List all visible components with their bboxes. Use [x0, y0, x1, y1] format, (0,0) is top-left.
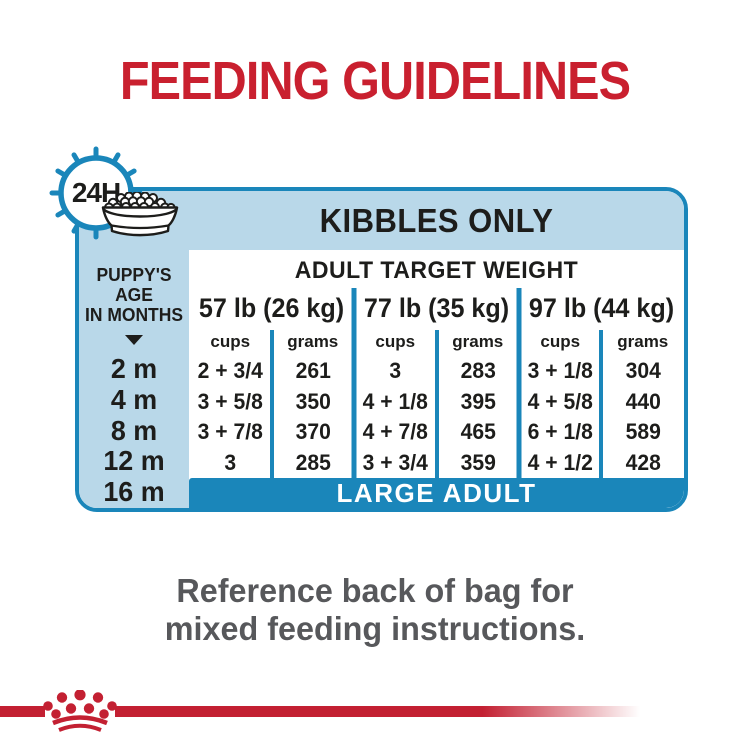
- weight-header-row: 57 lb (26 kg) 77 lb (35 kg) 97 lb (44 kg…: [189, 286, 684, 330]
- table-cell: 4 + 7/8: [362, 419, 428, 445]
- large-adult-band: LARGE ADULT: [189, 478, 684, 508]
- column-divider: [599, 330, 604, 478]
- table-cell: 4 + 1/8: [362, 388, 428, 414]
- weight-header: 57 lb (26 kg): [198, 292, 345, 323]
- page-title: FEEDING GUIDELINES: [119, 51, 631, 111]
- data-grid: 2 + 3/4 261 3 283 3 + 1/8 304 3 + 5/8 35…: [189, 356, 684, 478]
- age-header-line2: IN MONTHS: [85, 305, 183, 325]
- group-divider: [351, 288, 357, 478]
- table-cell: 465: [460, 419, 496, 445]
- brand-band-right: [115, 706, 640, 717]
- unit-header: cups: [375, 332, 416, 351]
- unit-header: cups: [540, 332, 581, 351]
- table-cell: 3: [224, 449, 237, 475]
- table-cell: 589: [625, 419, 661, 445]
- column-divider: [434, 330, 439, 478]
- table-cell: 4 + 5/8: [527, 388, 593, 414]
- table-cell: 3 + 1/8: [527, 358, 593, 384]
- table-cell: 350: [295, 388, 331, 414]
- table-header-band: KIBBLES ONLY: [79, 191, 684, 250]
- unit-header: grams: [287, 332, 339, 351]
- unit-header: grams: [452, 332, 504, 351]
- age-column: PUPPY'S AGE IN MONTHS 2 m 4 m 8 m 12 m 1…: [79, 250, 189, 508]
- table-cell: 428: [625, 449, 661, 475]
- weight-header: 77 lb (35 kg): [363, 292, 510, 323]
- table-cell: 440: [625, 388, 661, 414]
- kibble-bowl-icon: [101, 192, 179, 237]
- table-cell: 3 + 7/8: [197, 419, 263, 445]
- group-divider: [516, 288, 522, 478]
- table-cell: 304: [625, 358, 661, 384]
- age-row-label: 2 m: [110, 353, 158, 384]
- unit-header: cups: [210, 332, 251, 351]
- data-area: ADULT TARGET WEIGHT 57 lb (26 kg) 77 lb …: [189, 250, 684, 508]
- table-cell: 6 + 1/8: [527, 419, 593, 445]
- table-cell: 283: [460, 358, 496, 384]
- reference-note: Reference back of bag for mixed feeding …: [8, 572, 743, 648]
- table-cell: 2 + 3/4: [197, 358, 263, 384]
- adult-target-weight-header: ADULT TARGET WEIGHT: [294, 257, 579, 284]
- table-cell: 395: [460, 388, 496, 414]
- column-divider: [269, 330, 274, 478]
- table-cell: 3 + 3/4: [362, 449, 428, 475]
- table-cell: 359: [460, 449, 496, 475]
- age-row-label: 4 m: [110, 383, 158, 415]
- age-column-header: PUPPY'S AGE IN MONTHS: [79, 250, 189, 354]
- reference-note-line1: Reference back of bag for: [176, 572, 574, 609]
- weight-header: 97 lb (44 kg): [528, 292, 675, 323]
- table-cell: 3 + 5/8: [197, 388, 263, 414]
- down-arrow-icon: [125, 335, 143, 345]
- age-row-label: 16 m: [103, 476, 165, 508]
- table-cell: 261: [295, 358, 331, 384]
- kibbles-only-label: KIBBLES ONLY: [319, 201, 554, 239]
- brand-band-left: [0, 706, 45, 717]
- feeding-table: KIBBLES ONLY PUPPY'S AGE IN MONTHS 2 m 4…: [75, 187, 688, 512]
- unit-header-row: cups grams cups grams cups grams: [189, 330, 684, 356]
- table-cell: 3: [389, 358, 402, 384]
- table-cell: 370: [295, 419, 331, 445]
- table-cell: 4 + 1/2: [527, 449, 593, 475]
- table-cell: 285: [295, 449, 331, 475]
- age-row-label: 12 m: [103, 445, 165, 477]
- royal-canin-crown-icon: [43, 690, 117, 732]
- table-body: PUPPY'S AGE IN MONTHS 2 m 4 m 8 m 12 m 1…: [79, 250, 684, 508]
- unit-header: grams: [617, 332, 669, 351]
- age-header-line1: PUPPY'S AGE: [96, 265, 172, 305]
- reference-note-line2: mixed feeding instructions.: [164, 610, 586, 647]
- age-row-label: 8 m: [110, 414, 158, 446]
